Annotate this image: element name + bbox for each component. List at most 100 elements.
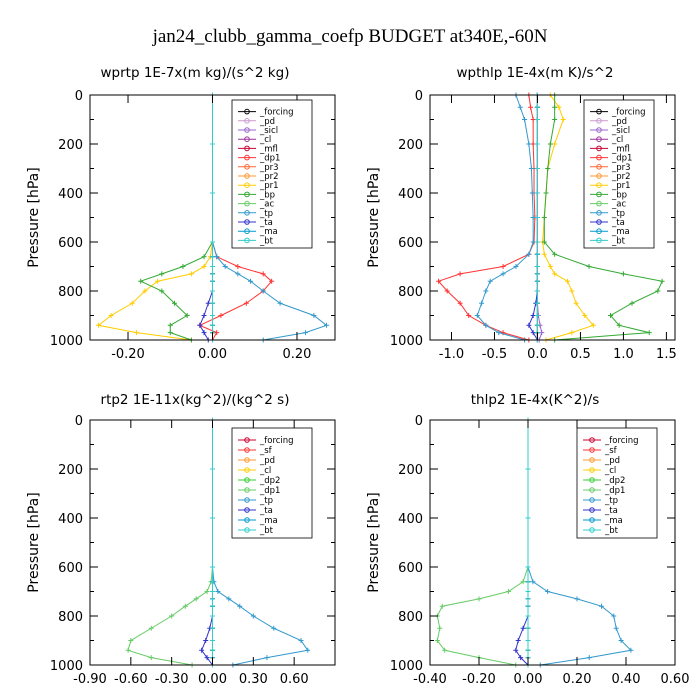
y-tick-label: 800 (58, 285, 83, 300)
data-point (526, 322, 532, 328)
data-point (534, 117, 540, 122)
legend-entry: _tp (259, 496, 273, 506)
legend-marker (244, 437, 250, 443)
legend-marker (244, 108, 250, 115)
data-point (218, 313, 224, 318)
data-point (201, 254, 207, 260)
data-point (556, 104, 562, 110)
legend-entry: _dp1 (259, 154, 280, 164)
legend-marker (244, 228, 250, 234)
x-tick-label: -0.90 (73, 672, 107, 687)
series-group (125, 417, 311, 668)
data-point (534, 313, 540, 318)
data-point (243, 300, 249, 306)
data-point (522, 117, 528, 122)
data-point (476, 596, 482, 602)
y-tick-label: 400 (398, 512, 423, 527)
data-point (197, 322, 203, 328)
data-point (517, 104, 523, 110)
legend-marker (589, 477, 595, 483)
data-point (525, 603, 531, 609)
data-point (552, 271, 558, 277)
legend-entry: _ma (259, 227, 278, 237)
legend-marker (244, 447, 250, 453)
data-point (530, 239, 536, 245)
legend-marker (589, 457, 595, 463)
legend-marker (244, 154, 250, 161)
data-point (541, 215, 547, 220)
data-point (552, 104, 558, 110)
data-point (487, 278, 493, 284)
y-tick-label: 600 (58, 561, 83, 576)
x-tick-label: 0.0 (527, 347, 548, 362)
data-point (167, 330, 173, 336)
panel-title: wprtp 1E-7x(m kg)/(s^2 kg) (101, 65, 290, 81)
legend-entry: _pr3 (611, 163, 631, 173)
x-tick-label: 0.40 (612, 672, 641, 687)
legend-marker (244, 527, 250, 533)
series-line-dp1 (436, 420, 529, 666)
data-point (210, 288, 215, 294)
data-point (457, 271, 463, 277)
data-point (608, 313, 614, 318)
data-point (525, 638, 531, 643)
data-point (210, 313, 215, 318)
data-point (193, 596, 199, 602)
data-point (159, 288, 165, 294)
legend-entry: _ta (259, 506, 273, 516)
figure-title: jan24_clubb_gamma_coefp BUDGET at340E,-6… (152, 26, 548, 47)
data-point (547, 264, 553, 269)
data-point (520, 579, 526, 585)
legend-marker (596, 173, 602, 179)
legend-marker (596, 127, 602, 133)
data-point (142, 288, 148, 294)
legend-box (583, 99, 655, 249)
data-point (496, 330, 502, 336)
data-point (210, 638, 215, 643)
x-tick-label: 0.5 (570, 347, 591, 362)
data-point (530, 330, 536, 336)
data-point (210, 190, 215, 196)
y-tick-label: 200 (398, 463, 423, 478)
legend-entry: _dp2 (604, 476, 625, 486)
data-point (271, 625, 277, 631)
legend-entry: _ma (611, 227, 630, 237)
data-point (210, 278, 215, 284)
data-point (188, 271, 194, 277)
data-point (569, 330, 575, 336)
data-point (525, 613, 531, 619)
y-tick-label: 200 (58, 138, 83, 153)
data-point (204, 655, 210, 661)
data-point (201, 264, 207, 269)
data-point (534, 278, 540, 284)
y-tick-label: 0 (415, 89, 423, 104)
data-point (618, 638, 624, 643)
legend-entry: _cl (259, 466, 271, 476)
series-line-pr1 (97, 95, 213, 341)
data-point (133, 330, 139, 336)
y-axis-label: Pressure [hPa] (366, 167, 382, 267)
legend: _forcing_pd_sicl_cl_mfl_dp1_pr3_pr2_pr1_… (231, 99, 313, 249)
legend-entry: _ma (604, 516, 623, 526)
y-tick-label: 0 (415, 414, 423, 429)
data-point (586, 264, 592, 269)
y-tick-label: 0 (75, 89, 83, 104)
data-point (184, 313, 190, 318)
legend-entry: _pd (604, 456, 620, 466)
data-point (201, 330, 207, 336)
y-axis-label: Pressure [hPa] (366, 492, 382, 592)
data-point (545, 166, 551, 171)
legend-marker (596, 200, 602, 207)
data-point (210, 647, 215, 653)
data-point (434, 638, 440, 643)
data-point (210, 564, 215, 570)
y-tick-label: 600 (58, 236, 83, 251)
x-tick-label: 0.60 (280, 672, 309, 687)
data-point (534, 166, 540, 171)
y-tick-label: 400 (398, 187, 423, 202)
data-point (210, 322, 215, 328)
x-tick-label: -0.60 (114, 672, 148, 687)
data-point (180, 264, 186, 269)
data-point (210, 596, 215, 602)
legend-marker (596, 108, 602, 115)
